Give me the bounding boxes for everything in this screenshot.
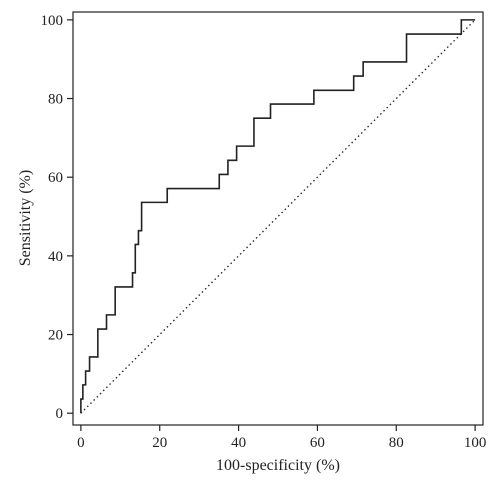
x-tick-label: 100: [464, 435, 487, 451]
x-axis-label: 100-specificity (%): [216, 457, 340, 474]
y-tick-label: 80: [48, 92, 63, 108]
y-tick-label: 0: [56, 406, 64, 422]
x-tick-label: 0: [77, 435, 85, 451]
y-axis-ticks: 0 20 40 60 80 100: [41, 13, 73, 422]
y-tick-label: 60: [48, 170, 63, 186]
plot-frame: [72, 11, 484, 426]
series-layer: [80, 19, 476, 414]
y-tick-label: 40: [48, 249, 63, 265]
x-tick-label: 60: [310, 435, 325, 451]
y-tick-label: 100: [41, 13, 64, 29]
x-tick-label: 20: [152, 435, 167, 451]
x-axis-ticks: 0 20 40 60 80 100: [77, 425, 486, 451]
roc-curve-line: [80, 19, 476, 414]
y-axis-label: Sensitivity (%): [17, 170, 34, 266]
y-tick-label: 20: [48, 328, 63, 344]
x-tick-label: 80: [389, 435, 404, 451]
reference-diagonal-line: [80, 19, 476, 414]
x-tick-label: 40: [231, 435, 246, 451]
